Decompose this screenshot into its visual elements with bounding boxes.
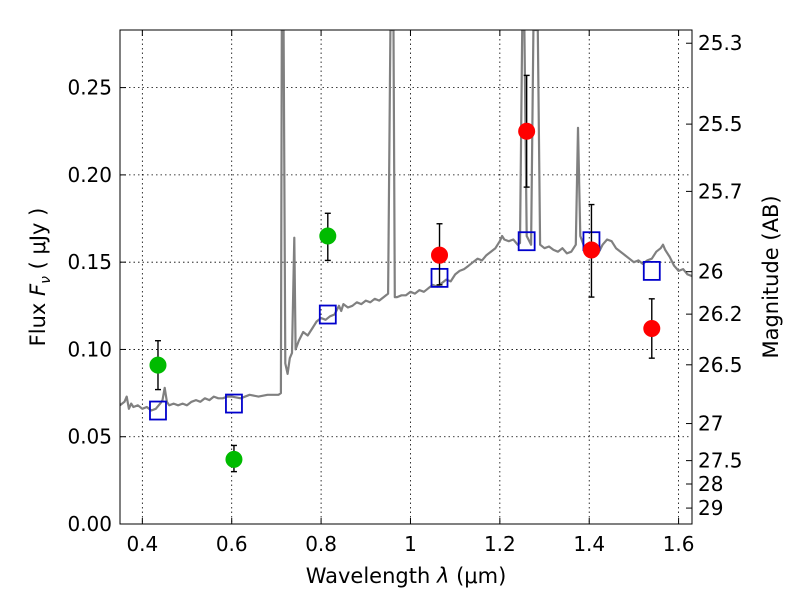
ticks: 0.4 0.6 0.8 1 1.2 1.4 1.6 0.00 0.05 0.10 0.15 0.20 0… xyxy=(67,30,743,556)
y-tick-label: 0.20 xyxy=(67,163,112,187)
x-tick-label: 1.2 xyxy=(484,532,516,556)
model-photometry-square xyxy=(149,400,167,421)
model-photometry-square xyxy=(642,260,661,281)
x-tick-label: 1 xyxy=(404,532,417,556)
y-tick-label: 0.10 xyxy=(67,337,112,361)
y2-tick-label: 29 xyxy=(698,496,723,520)
observed-point xyxy=(518,74,536,188)
red-observed-point xyxy=(582,241,600,259)
y2-tick-label: 25.3 xyxy=(698,31,743,55)
x-tick-label: 1.6 xyxy=(663,532,695,556)
y2-tick-label: 27.5 xyxy=(698,449,743,473)
y2-tick-label: 28 xyxy=(698,472,723,496)
model-spectrum-layer xyxy=(120,30,692,412)
y2-tick-label: 27 xyxy=(698,412,723,436)
observed-point xyxy=(431,223,449,286)
y-tick-label: 0.25 xyxy=(67,76,112,100)
green-observed-point xyxy=(149,356,167,374)
x-tick-label: 0.6 xyxy=(216,532,248,556)
grid xyxy=(120,30,692,525)
model-photometry-square xyxy=(225,393,243,414)
x-tick-label: 0.4 xyxy=(126,532,158,556)
model-photometry-square xyxy=(517,231,536,252)
markers-layer xyxy=(149,74,661,473)
y2-tick-label: 26 xyxy=(698,260,723,284)
red-observed-point xyxy=(518,122,536,140)
y2-tick-label: 26.5 xyxy=(698,353,743,377)
green-observed-point xyxy=(319,227,337,245)
observed-point xyxy=(225,444,243,473)
y2-tick-label: 25.5 xyxy=(698,112,743,136)
y-tick-label: 0.00 xyxy=(67,512,112,536)
observed-point xyxy=(582,203,600,298)
y2-tick-label: 26.2 xyxy=(698,302,743,326)
green-observed-point xyxy=(225,450,243,468)
observed-point xyxy=(149,340,167,391)
x-axis-title: Wavelength λ (μm) xyxy=(306,564,507,588)
y2-axis-title: Magnitude (AB) xyxy=(759,195,783,358)
y-tick-label: 0.05 xyxy=(67,425,112,449)
plot-frame xyxy=(119,29,693,525)
observed-point xyxy=(319,212,337,262)
x-tick-label: 0.8 xyxy=(305,532,337,556)
red-observed-point xyxy=(431,246,449,264)
y2-tick-label: 25.7 xyxy=(698,179,743,203)
observed-point xyxy=(643,298,661,359)
model-spectrum-line xyxy=(120,30,692,412)
red-observed-point xyxy=(643,319,661,337)
y-tick-label: 0.15 xyxy=(67,250,112,274)
y-axis-title: Flux Fν ( μJy ) xyxy=(26,208,54,347)
x-tick-label: 1.4 xyxy=(573,532,605,556)
model-photometry-square xyxy=(318,304,337,325)
